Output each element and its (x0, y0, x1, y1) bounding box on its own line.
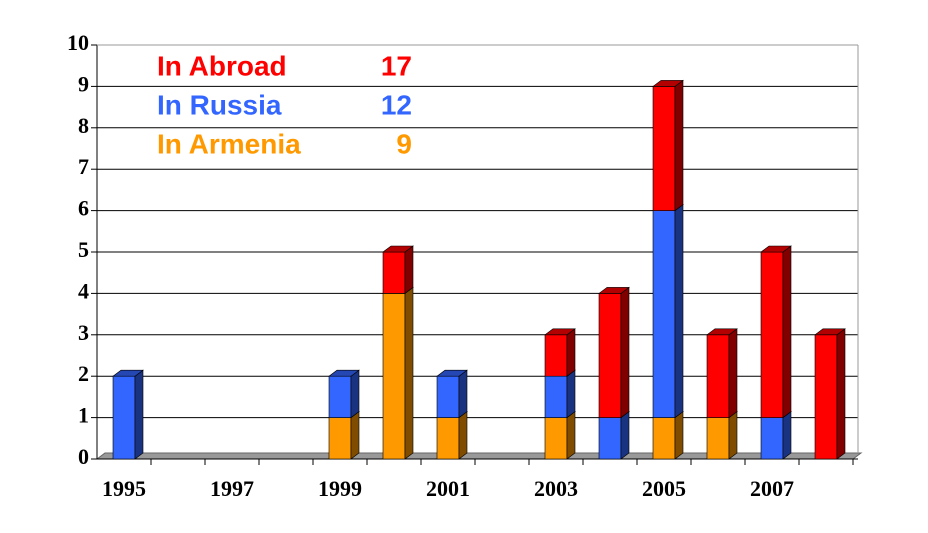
bar (544, 369, 576, 419)
y-tick-label: 4 (78, 278, 89, 303)
legend-total: 9 (396, 128, 412, 159)
bar (706, 411, 738, 460)
bar-top (652, 80, 684, 87)
bar-top (760, 245, 792, 253)
bar (544, 328, 576, 377)
bar-side (674, 204, 684, 419)
bar-side (620, 286, 630, 419)
bar-side (566, 328, 576, 377)
bar (760, 245, 792, 419)
bar-side (782, 411, 792, 460)
y-tick-label: 5 (78, 237, 89, 262)
bar-side (674, 79, 684, 212)
bar-top (706, 328, 738, 336)
bar (544, 411, 576, 460)
bar-top (814, 328, 846, 336)
bar-front (652, 86, 676, 211)
bar-side (404, 245, 414, 294)
bar-front (598, 417, 622, 460)
bar (760, 411, 792, 460)
legend-label: In Russia (157, 89, 282, 120)
floor (95, 452, 863, 460)
y-tick-label: 2 (78, 361, 89, 386)
bar (814, 328, 846, 460)
bar-side (134, 369, 144, 460)
bar-front (544, 375, 568, 418)
y-tick-label: 8 (78, 113, 89, 138)
bar-side (350, 369, 360, 419)
bar-front (328, 417, 352, 460)
y-tick-label: 6 (78, 196, 89, 221)
bar (652, 411, 684, 460)
bar (328, 411, 360, 460)
bar-side (836, 328, 846, 460)
legend-total: 12 (381, 89, 412, 120)
bar (112, 369, 144, 460)
bar-front (652, 210, 676, 418)
bar-front (652, 417, 676, 460)
bar-side (728, 328, 738, 419)
bar-front (436, 417, 460, 460)
bar-side (458, 369, 468, 419)
bar-front (436, 375, 460, 418)
y-tick-label: 1 (78, 403, 89, 428)
bar-top (544, 328, 576, 336)
x-tick-label: 1995 (102, 476, 146, 501)
bar (598, 411, 630, 460)
x-tick-label: 2003 (534, 476, 578, 501)
bar-side (782, 245, 792, 419)
bar-side (674, 411, 684, 460)
bar-top (382, 245, 414, 253)
bar (328, 369, 360, 419)
bar-front (706, 417, 730, 460)
bar-top (436, 369, 468, 377)
bar (436, 369, 468, 419)
x-tick-label: 1999 (318, 476, 362, 501)
bar-front (544, 334, 568, 377)
bar-front (112, 375, 136, 460)
bar-top (328, 369, 360, 377)
y-tick-label: 0 (78, 444, 89, 469)
x-tick-label: 1997 (210, 476, 254, 501)
bar-side (566, 411, 576, 460)
bar-front (706, 334, 730, 418)
bar (652, 204, 684, 419)
bar-side (728, 411, 738, 460)
bar-side (620, 411, 630, 460)
bar (382, 245, 414, 294)
bar-side (458, 411, 468, 460)
bar (598, 286, 630, 419)
x-tick-label: 2005 (642, 476, 686, 501)
bar-front (328, 375, 352, 418)
x-tick-label: 2001 (426, 476, 470, 501)
bar-side (350, 411, 360, 460)
bar-front (598, 293, 622, 418)
bar-front (814, 334, 838, 460)
bar-front (760, 417, 784, 460)
legend-total: 17 (381, 50, 412, 81)
bar-side (566, 369, 576, 419)
legend-label: In Armenia (157, 128, 301, 159)
bar-front (382, 293, 406, 460)
y-tick-label: 9 (78, 71, 89, 96)
bar-front (544, 417, 568, 460)
legend-label: In Abroad (157, 50, 287, 81)
bar-front (760, 251, 784, 418)
bar-top (598, 287, 630, 294)
bar-front (382, 251, 406, 294)
bar (436, 411, 468, 460)
y-tick-label: 3 (78, 320, 89, 345)
y-tick-label: 10 (67, 30, 89, 55)
x-tick-label: 2007 (750, 476, 794, 501)
bar (652, 79, 684, 212)
y-tick-label: 7 (78, 154, 89, 179)
bar-top (112, 369, 144, 377)
bar-side (404, 286, 414, 460)
bar (382, 286, 414, 460)
bar (706, 328, 738, 419)
